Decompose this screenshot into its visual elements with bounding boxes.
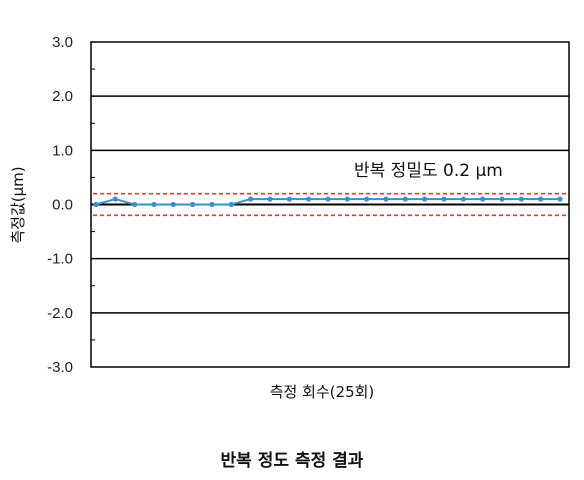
y-tick-label-2: 1.0	[52, 142, 73, 159]
limit-lines	[93, 192, 567, 217]
data-point-10	[267, 196, 273, 202]
data-point-6	[190, 201, 196, 208]
data-point-17	[402, 196, 408, 202]
data-point-21	[480, 196, 486, 202]
y-tick-label-5: -2.0	[47, 305, 73, 322]
data-point-11	[286, 196, 292, 202]
chart-caption: 반복 정도 측정 결과	[221, 451, 364, 471]
data-point-18	[422, 196, 428, 202]
y-tick-labels: 3.0 2.0 1.0 0.0 -1.0 -2.0 -3.0	[47, 34, 73, 376]
data-point-5	[170, 201, 176, 208]
series	[93, 196, 563, 208]
data-point-13	[325, 196, 331, 202]
data-point-2	[112, 196, 118, 202]
precision-annotation: 반복 정밀도 0.2 μm	[354, 161, 503, 181]
data-point-19	[441, 196, 447, 202]
y-tick-label-3: 0.0	[52, 197, 73, 214]
data-point-16	[383, 196, 389, 202]
data-point-25	[557, 196, 563, 202]
data-point-24	[538, 196, 544, 202]
data-point-22	[499, 196, 505, 202]
data-point-20	[460, 196, 466, 202]
data-point-9	[248, 196, 254, 202]
data-point-1	[93, 201, 99, 208]
data-point-23	[518, 196, 524, 202]
data-point-3	[132, 201, 138, 208]
y-tick-label-1: 2.0	[52, 88, 73, 105]
y-tick-label-0: 3.0	[52, 34, 73, 51]
y-axis-label: 측정값(μm)	[9, 166, 27, 243]
minor-ticks	[91, 68, 95, 341]
data-point-12	[306, 196, 312, 202]
data-point-14	[344, 196, 350, 202]
data-point-4	[151, 201, 157, 208]
y-tick-label-6: -3.0	[47, 359, 73, 376]
data-point-8	[228, 201, 234, 208]
data-point-7	[209, 201, 215, 208]
data-point-15	[364, 196, 370, 202]
y-tick-label-4: -1.0	[47, 251, 73, 268]
x-axis-label: 측정 회수(25회)	[270, 383, 375, 401]
